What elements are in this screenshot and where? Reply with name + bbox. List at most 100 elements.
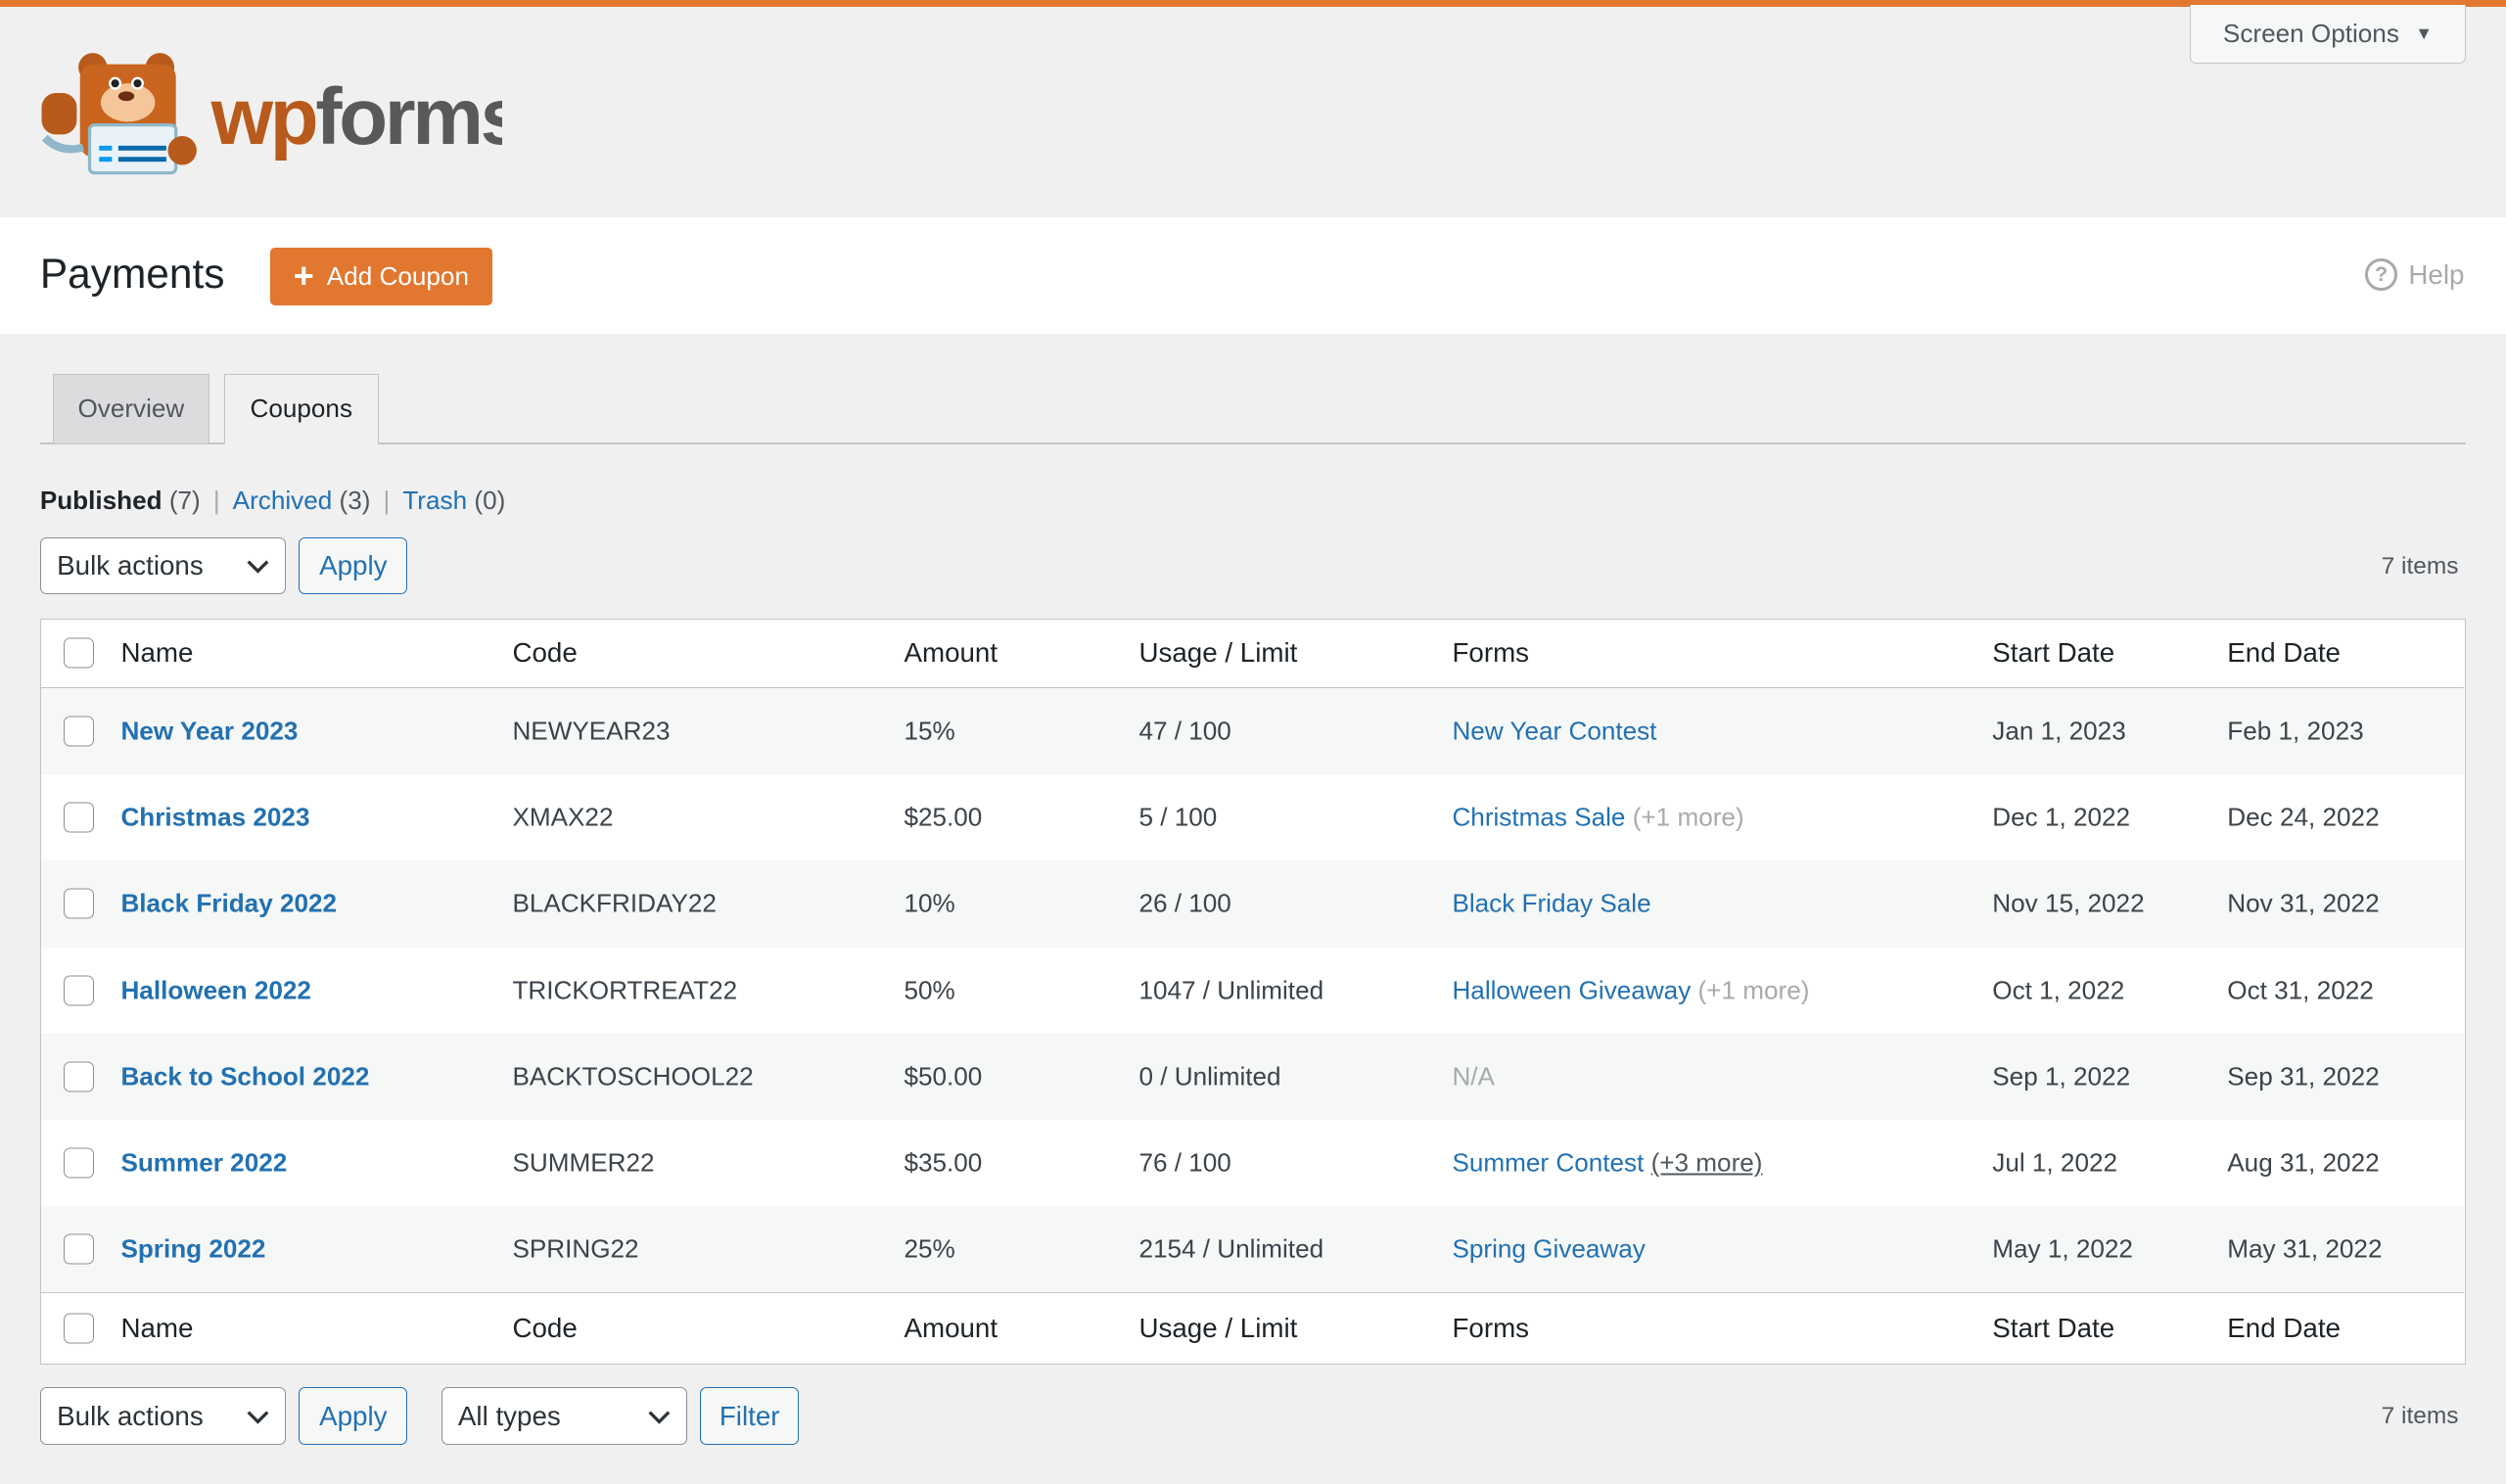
- col-amount-footer: Amount: [904, 1312, 998, 1343]
- coupon-code: BACKTOSCHOOL22: [512, 1061, 754, 1091]
- coupon-forms: Black Friday Sale: [1452, 889, 1650, 919]
- filter-published[interactable]: Published: [39, 486, 162, 516]
- table-footer-row: Name Code Amount Usage / Limit Forms Sta…: [40, 1292, 2464, 1363]
- coupon-name-link[interactable]: Halloween 2022: [120, 975, 311, 1005]
- coupon-start-date: Oct 1, 2022: [1992, 975, 2125, 1005]
- row-checkbox[interactable]: [63, 802, 94, 833]
- coupon-usage: 5 / 100: [1138, 802, 1218, 832]
- add-coupon-label: Add Coupon: [326, 260, 469, 291]
- table-header-row: Name Code Amount Usage / Limit Forms Sta…: [40, 619, 2464, 689]
- more-forms[interactable]: (+1 more): [1632, 802, 1744, 832]
- page-title: Payments: [39, 251, 225, 298]
- coupon-name-link[interactable]: Summer 2022: [120, 1147, 288, 1178]
- tab-overview[interactable]: Overview: [52, 374, 209, 444]
- form-link[interactable]: Christmas Sale: [1452, 802, 1626, 832]
- coupon-usage: 47 / 100: [1138, 716, 1231, 746]
- table-row: New Year 2023 NEWYEAR23 15% 47 / 100 New…: [40, 688, 2464, 775]
- more-forms[interactable]: (+1 more): [1697, 975, 1810, 1005]
- row-checkbox[interactable]: [63, 1147, 94, 1179]
- form-link[interactable]: Black Friday Sale: [1452, 888, 1651, 918]
- coupon-code: NEWYEAR23: [512, 716, 671, 746]
- col-end-date[interactable]: End Date: [2227, 637, 2341, 669]
- coupon-start-date: Dec 1, 2022: [1992, 802, 2131, 832]
- col-name[interactable]: Name: [120, 637, 194, 669]
- filter-archived[interactable]: Archived: [232, 486, 333, 516]
- trash-count: (0): [474, 486, 506, 516]
- coupon-forms: N/A: [1452, 1061, 1495, 1091]
- col-amount[interactable]: Amount: [904, 637, 998, 669]
- coupon-usage: 2154 / Unlimited: [1138, 1233, 1324, 1264]
- coupon-end-date: Sep 31, 2022: [2227, 1061, 2380, 1091]
- items-count-top: 7 items: [2381, 552, 2459, 580]
- coupon-start-date: Jul 1, 2022: [1992, 1147, 2118, 1178]
- coupon-amount: 25%: [904, 1233, 955, 1264]
- col-start-date[interactable]: Start Date: [1992, 637, 2115, 669]
- table-row: Black Friday 2022 BLACKFRIDAY22 10% 26 /…: [40, 860, 2464, 948]
- coupon-usage: 76 / 100: [1138, 1147, 1231, 1178]
- table-row: Back to School 2022 BACKTOSCHOOL22 $50.0…: [40, 1033, 2464, 1120]
- coupon-usage: 1047 / Unlimited: [1138, 975, 1324, 1005]
- col-code-footer[interactable]: Code: [512, 1312, 578, 1343]
- row-checkbox[interactable]: [63, 716, 94, 747]
- col-name-footer[interactable]: Name: [120, 1312, 194, 1343]
- select-all-checkbox[interactable]: [63, 637, 94, 669]
- col-code[interactable]: Code: [512, 637, 578, 669]
- bulk-actions-select-top[interactable]: Bulk actions: [39, 536, 287, 595]
- bulk-actions-select-bottom[interactable]: Bulk actions: [39, 1387, 287, 1445]
- col-usage-footer: Usage / Limit: [1138, 1312, 1298, 1343]
- apply-button-bottom[interactable]: Apply: [299, 1387, 408, 1445]
- filter-trash[interactable]: Trash: [402, 486, 468, 516]
- coupon-name-link[interactable]: Christmas 2023: [120, 802, 310, 832]
- coupon-amount: $50.00: [904, 1061, 983, 1091]
- filter-button[interactable]: Filter: [700, 1387, 800, 1445]
- chevron-down-icon: [247, 550, 269, 581]
- more-forms[interactable]: (+3 more): [1650, 1147, 1763, 1178]
- coupon-code: SPRING22: [512, 1233, 639, 1264]
- coupon-code: XMAX22: [512, 802, 614, 832]
- coupon-forms: Christmas Sale (+1 more): [1452, 803, 1743, 833]
- col-start-date-footer[interactable]: Start Date: [1992, 1312, 2115, 1343]
- table-row: Christmas 2023 XMAX22 $25.00 5 / 100 Chr…: [41, 774, 2464, 860]
- table-row: Summer 2022 SUMMER22 $35.00 76 / 100 Sum…: [41, 1120, 2464, 1206]
- coupon-name-link[interactable]: Spring 2022: [120, 1233, 266, 1264]
- coupon-amount: 50%: [904, 975, 955, 1005]
- form-link[interactable]: Halloween Giveaway: [1452, 975, 1692, 1005]
- coupon-forms: New Year Contest: [1452, 717, 1656, 747]
- row-checkbox[interactable]: [63, 1061, 94, 1092]
- form-link[interactable]: Spring Giveaway: [1452, 1233, 1646, 1264]
- types-filter-value: All types: [457, 1400, 561, 1431]
- row-checkbox[interactable]: [63, 888, 94, 919]
- coupon-forms: Spring Giveaway: [1452, 1234, 1645, 1265]
- add-coupon-button[interactable]: + Add Coupon: [269, 248, 492, 305]
- form-link[interactable]: Summer Contest: [1452, 1147, 1645, 1178]
- row-checkbox[interactable]: [63, 1233, 94, 1265]
- coupon-name-link[interactable]: Black Friday 2022: [120, 888, 338, 918]
- types-filter-select[interactable]: All types: [441, 1387, 688, 1445]
- screen-options-label: Screen Options: [2222, 19, 2399, 49]
- coupon-name-link[interactable]: New Year 2023: [120, 716, 299, 746]
- svg-text:wpforms: wpforms: [209, 72, 501, 162]
- apply-button-top[interactable]: Apply: [299, 536, 408, 595]
- chevron-down-icon: [648, 1401, 671, 1432]
- archived-count: (3): [339, 486, 371, 516]
- screen-options-button[interactable]: Screen Options ▼: [2189, 4, 2467, 65]
- help-link[interactable]: ? Help: [2365, 258, 2465, 292]
- help-label: Help: [2408, 258, 2465, 290]
- table-row: Halloween 2022 TRICKORTREAT22 50% 1047 /…: [41, 948, 2464, 1034]
- coupon-end-date: May 31, 2022: [2227, 1233, 2383, 1264]
- row-checkbox[interactable]: [63, 975, 94, 1006]
- tab-coupons[interactable]: Coupons: [223, 374, 379, 444]
- coupon-start-date: Jan 1, 2023: [1992, 716, 2126, 746]
- coupon-end-date: Aug 31, 2022: [2227, 1147, 2380, 1178]
- bulk-actions-value: Bulk actions: [57, 1400, 204, 1431]
- coupon-end-date: Nov 31, 2022: [2227, 888, 2380, 918]
- form-link: N/A: [1452, 1061, 1495, 1091]
- select-all-checkbox-footer[interactable]: [63, 1313, 94, 1344]
- form-link[interactable]: New Year Contest: [1452, 716, 1657, 746]
- coupon-usage: 26 / 100: [1138, 888, 1231, 918]
- status-filters: Published (7) | Archived (3) | Trash (0): [39, 486, 506, 516]
- coupon-code: SUMMER22: [512, 1147, 655, 1178]
- coupon-name-link[interactable]: Back to School 2022: [120, 1061, 370, 1091]
- table-row: Spring 2022 SPRING22 25% 2154 / Unlimite…: [40, 1206, 2464, 1293]
- col-end-date-footer[interactable]: End Date: [2227, 1312, 2341, 1343]
